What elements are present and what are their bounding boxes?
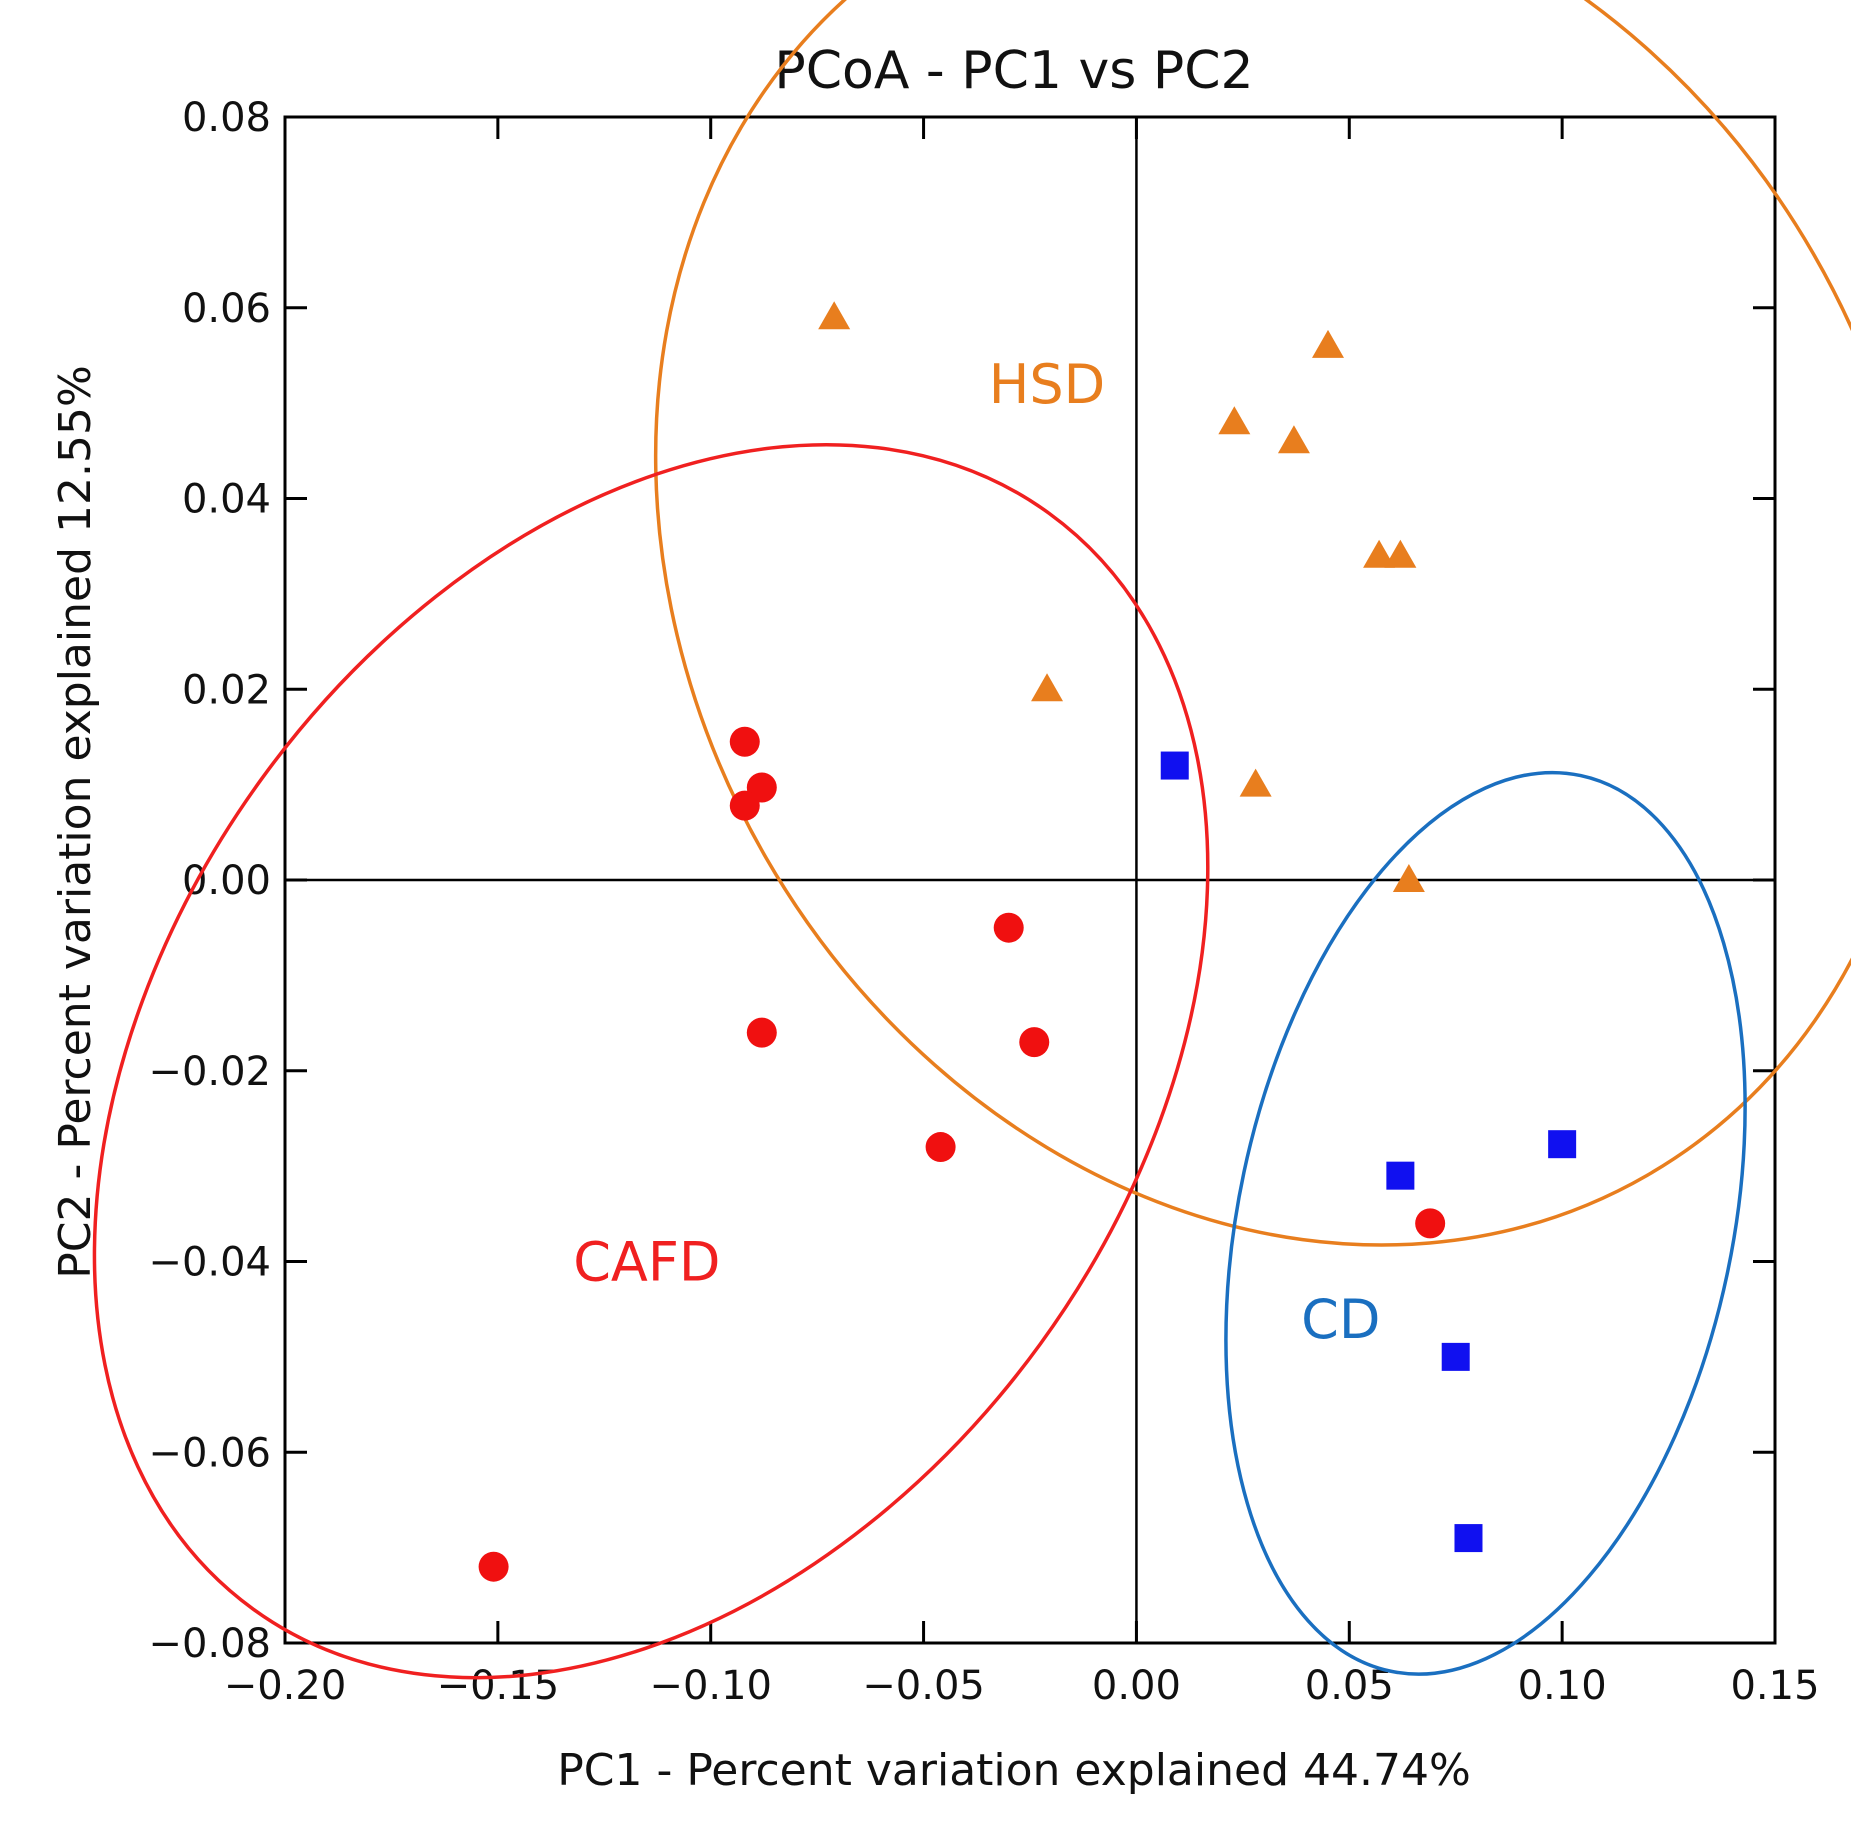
point-cd <box>1548 1130 1577 1159</box>
group-label-cd: CD <box>1301 1288 1380 1351</box>
x-tick-label: −0.15 <box>437 1663 560 1709</box>
y-tick-label: 0.04 <box>182 477 271 523</box>
x-tick-label: 0.05 <box>1305 1663 1394 1709</box>
point-hsd <box>1031 673 1064 702</box>
point-cafd <box>1019 1027 1050 1058</box>
point-cd <box>1160 751 1189 780</box>
point-cafd <box>478 1551 509 1582</box>
point-cafd <box>746 1017 777 1048</box>
point-hsd <box>1218 406 1251 435</box>
y-tick-label: 0.08 <box>182 95 271 141</box>
x-tick-label: 0.15 <box>1730 1663 1819 1709</box>
ellipse-hsd <box>653 0 1851 1247</box>
point-cd <box>1454 1524 1483 1553</box>
point-cafd <box>993 912 1024 943</box>
x-tick-label: 0.00 <box>1092 1663 1181 1709</box>
point-hsd <box>1312 329 1344 358</box>
point-cafd <box>729 726 760 757</box>
x-tick-label: −0.10 <box>649 1663 772 1709</box>
point-cafd <box>729 790 760 821</box>
point-hsd <box>1392 864 1425 892</box>
point-cafd <box>1415 1208 1446 1239</box>
chart-title: PCoA - PC1 vs PC2 <box>774 41 1253 101</box>
point-hsd <box>1363 539 1396 568</box>
point-hsd <box>1277 425 1310 454</box>
point-hsd <box>1384 539 1417 568</box>
point-cd <box>1386 1161 1415 1190</box>
point-cafd <box>925 1132 956 1163</box>
point-hsd <box>1239 768 1272 797</box>
group-label-hsd: HSD <box>989 353 1105 416</box>
point-cd <box>1441 1342 1470 1371</box>
x-tick-label: −0.05 <box>862 1663 985 1709</box>
x-tick-label: −0.20 <box>224 1663 347 1709</box>
y-tick-label: −0.06 <box>148 1430 271 1476</box>
point-hsd <box>818 301 851 330</box>
ellipse-cafd <box>92 442 1210 1680</box>
y-tick-label: −0.08 <box>148 1621 271 1667</box>
x-axis-label: PC1 - Percent variation explained 44.74% <box>557 1745 1471 1796</box>
y-tick-label: 0.02 <box>182 667 271 713</box>
y-tick-label: −0.04 <box>148 1240 271 1286</box>
x-tick-label: 0.10 <box>1518 1663 1607 1709</box>
y-tick-label: 0.06 <box>182 286 271 332</box>
ellipse-cd <box>1224 770 1747 1676</box>
group-label-cafd: CAFD <box>573 1231 720 1294</box>
y-tick-label: −0.02 <box>148 1049 271 1095</box>
y-axis-label: PC2 - Percent variation explained 12.55% <box>50 365 101 1279</box>
